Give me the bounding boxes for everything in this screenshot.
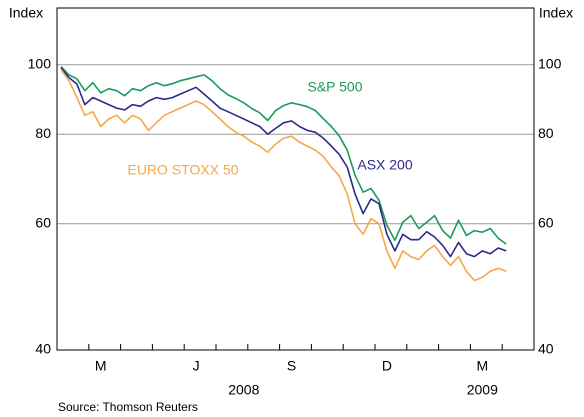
year-label: 2008 — [228, 382, 259, 398]
y-axis-label: Index — [9, 5, 43, 21]
y2-tick-label: 100 — [538, 55, 562, 71]
y-tick-label: 60 — [35, 214, 51, 230]
series-label: S&P 500 — [307, 79, 362, 95]
x-tick-label: M — [476, 358, 488, 374]
year-label: 2009 — [467, 382, 498, 398]
y-tick-label: 80 — [35, 125, 51, 141]
plot-frame — [56, 7, 535, 351]
series-line — [60, 67, 507, 258]
y-tick-label: 100 — [28, 55, 52, 71]
x-tick-label: D — [382, 358, 392, 374]
y2-tick-label: 60 — [538, 214, 554, 230]
series-label: EURO STOXX 50 — [127, 162, 238, 178]
y-tick-label: 40 — [35, 341, 51, 357]
series-label: ASX 200 — [357, 157, 412, 173]
y2-tick-label: 40 — [538, 341, 554, 357]
x-tick-label: J — [193, 358, 200, 374]
y2-tick-label: 80 — [538, 125, 554, 141]
y2-axis-label: Index — [539, 5, 573, 21]
source-note: Source: Thomson Reuters — [58, 400, 198, 414]
series-line — [60, 66, 507, 245]
series-line — [60, 69, 507, 282]
x-tick-label: S — [287, 358, 296, 374]
x-tick-label: M — [95, 358, 107, 374]
